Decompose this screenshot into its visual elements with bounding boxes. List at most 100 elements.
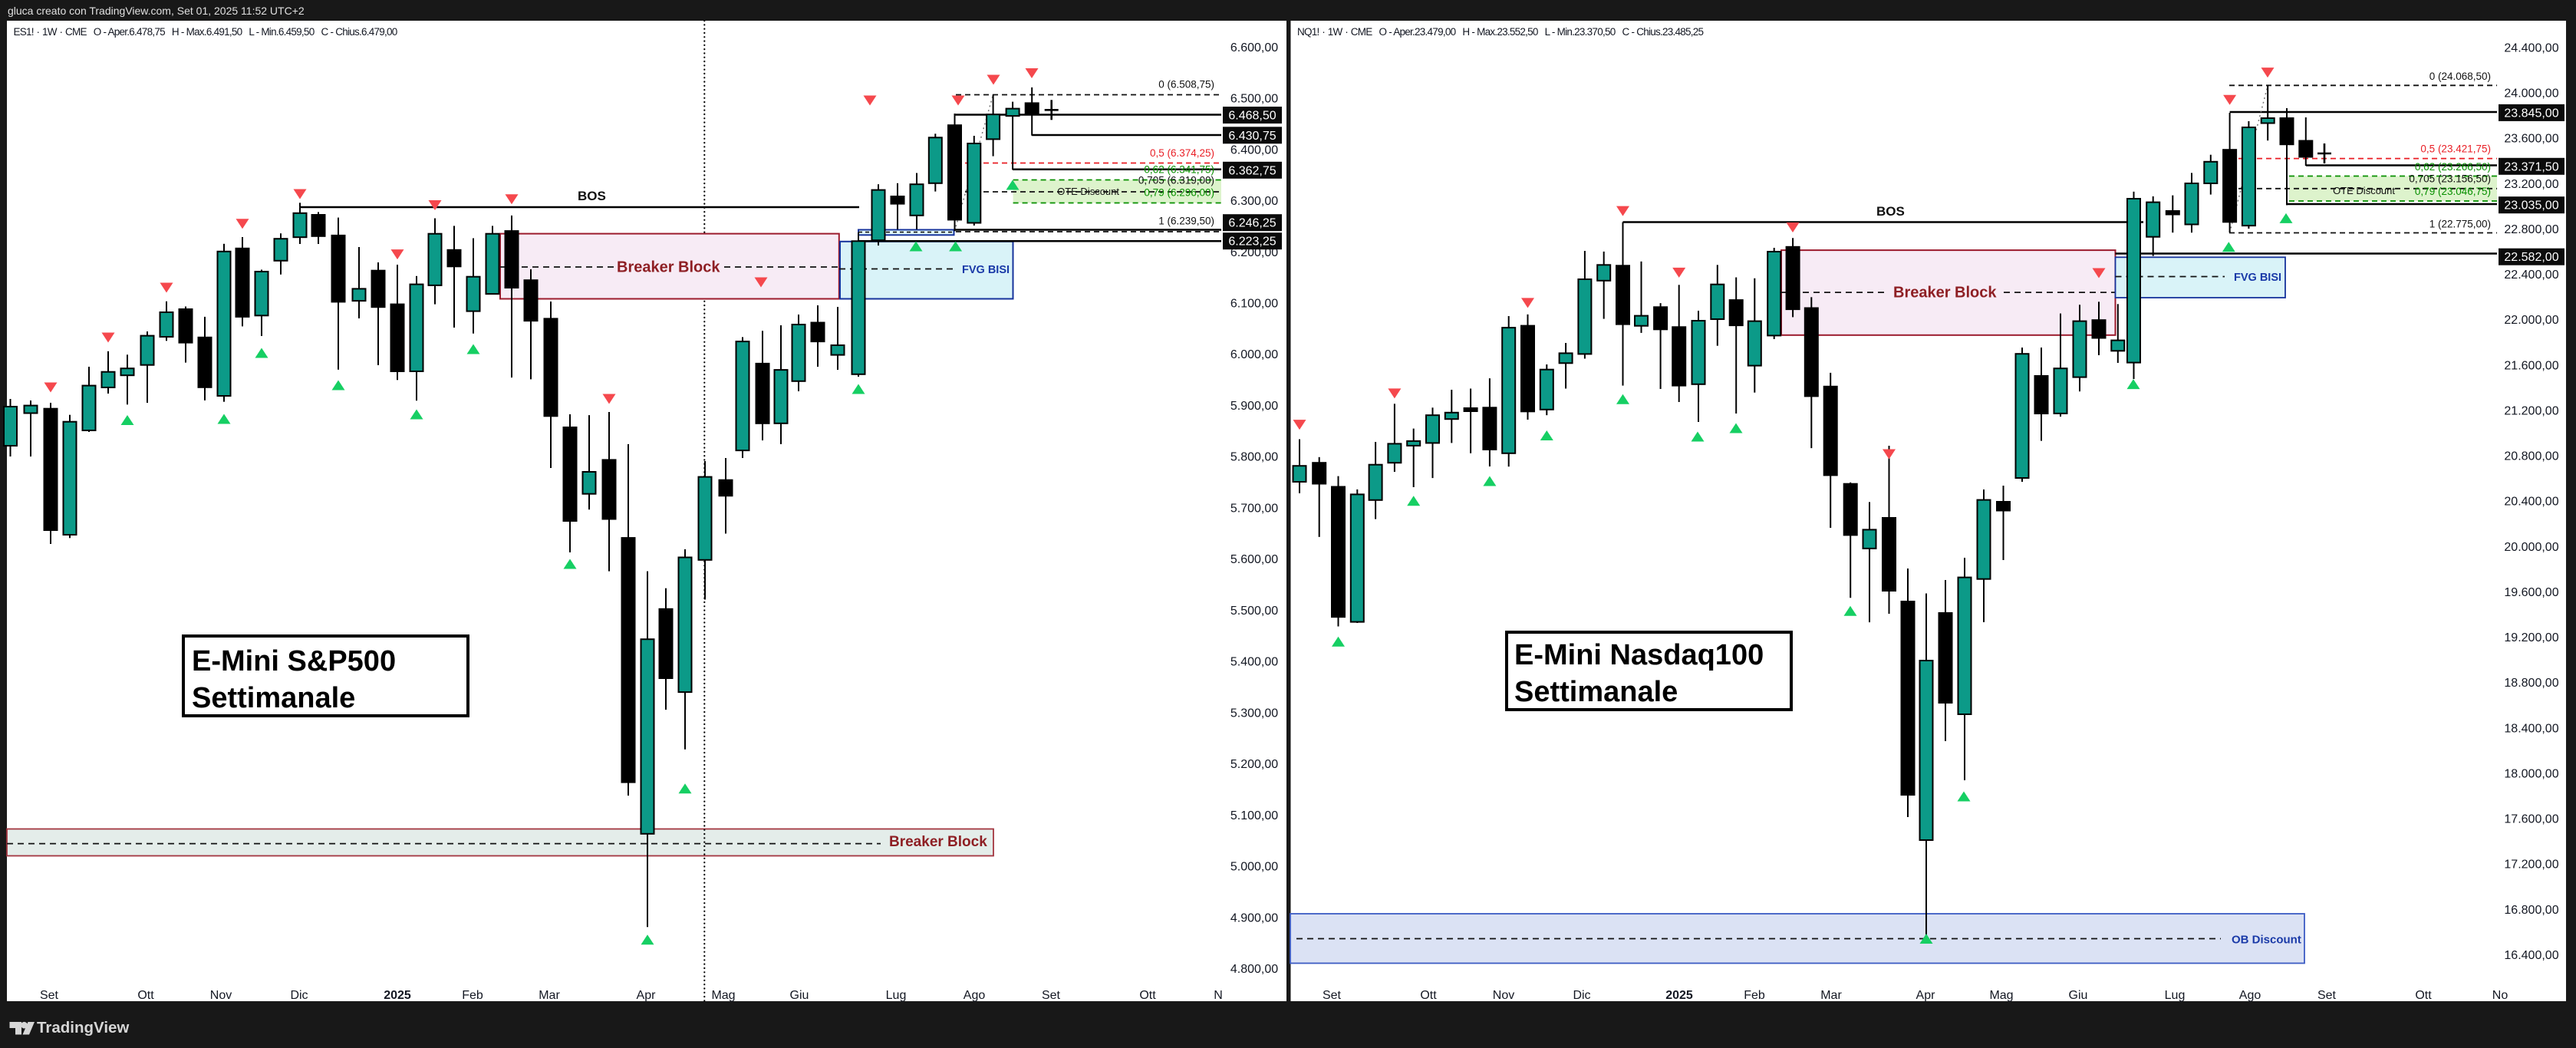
svg-text:E-Mini Nasdaq100: E-Mini Nasdaq100 bbox=[1514, 639, 1764, 671]
svg-text:2025: 2025 bbox=[384, 989, 411, 1002]
svg-text:ES1! · 1W · CME O - Aper.6.47: ES1! · 1W · CME O - Aper.6.478,75 H - Ma… bbox=[14, 26, 397, 38]
svg-text:5.800,00: 5.800,00 bbox=[1230, 451, 1278, 464]
svg-text:NQ1! · 1W · CME O - Aper.23.4: NQ1! · 1W · CME O - Aper.23.479,00 H - M… bbox=[1297, 26, 1704, 38]
svg-text:Mag: Mag bbox=[1989, 989, 2013, 1002]
svg-text:Ago: Ago bbox=[2239, 989, 2261, 1002]
svg-text:0,5 (6.374,25): 0,5 (6.374,25) bbox=[1150, 147, 1214, 159]
svg-text:0 (6.508,75): 0 (6.508,75) bbox=[1158, 79, 1214, 91]
svg-text:E-Mini S&P500: E-Mini S&P500 bbox=[192, 645, 396, 677]
svg-text:5.700,00: 5.700,00 bbox=[1230, 503, 1278, 516]
svg-text:2025: 2025 bbox=[1665, 989, 1693, 1002]
svg-text:0 (24.068,50): 0 (24.068,50) bbox=[2429, 71, 2491, 82]
svg-text:18.800,00: 18.800,00 bbox=[2504, 677, 2558, 690]
svg-text:FVG BISI: FVG BISI bbox=[2234, 272, 2281, 284]
svg-text:Breaker Block: Breaker Block bbox=[1893, 285, 1997, 302]
svg-text:19.600,00: 19.600,00 bbox=[2504, 586, 2558, 599]
svg-text:5.100,00: 5.100,00 bbox=[1230, 809, 1278, 822]
svg-text:Set: Set bbox=[40, 989, 59, 1002]
svg-text:Ott: Ott bbox=[2415, 989, 2432, 1002]
svg-text:6.600,00: 6.600,00 bbox=[1230, 41, 1278, 54]
svg-text:OTE Discount: OTE Discount bbox=[1057, 186, 1119, 197]
svg-text:Settimanale: Settimanale bbox=[192, 682, 355, 714]
svg-text:20.000,00: 20.000,00 bbox=[2504, 541, 2558, 554]
svg-text:5.300,00: 5.300,00 bbox=[1230, 707, 1278, 720]
svg-text:Giu: Giu bbox=[790, 989, 809, 1002]
svg-text:Set: Set bbox=[2317, 989, 2337, 1002]
svg-text:OTE Discount: OTE Discount bbox=[2333, 185, 2395, 196]
svg-text:Ott: Ott bbox=[137, 989, 154, 1002]
svg-text:20.400,00: 20.400,00 bbox=[2504, 496, 2558, 509]
svg-text:Feb: Feb bbox=[462, 989, 483, 1002]
svg-text:Dic: Dic bbox=[290, 989, 308, 1002]
svg-text:N: N bbox=[1214, 989, 1223, 1002]
svg-text:17.200,00: 17.200,00 bbox=[2504, 859, 2558, 872]
svg-text:Giu: Giu bbox=[2069, 989, 2088, 1002]
svg-text:Mar: Mar bbox=[1820, 989, 1842, 1002]
svg-text:FVG BISI: FVG BISI bbox=[962, 264, 1010, 276]
svg-text:0,62 (23.266,50): 0,62 (23.266,50) bbox=[2415, 161, 2491, 173]
svg-text:23.845,00: 23.845,00 bbox=[2504, 107, 2558, 120]
svg-text:20.800,00: 20.800,00 bbox=[2504, 450, 2558, 463]
svg-text:19.200,00: 19.200,00 bbox=[2504, 631, 2558, 644]
svg-text:1 (22.775,00): 1 (22.775,00) bbox=[2429, 219, 2491, 230]
svg-text:BOS: BOS bbox=[1876, 204, 1905, 219]
svg-text:Breaker Block: Breaker Block bbox=[889, 834, 987, 850]
svg-text:Ott: Ott bbox=[1420, 989, 1437, 1002]
svg-text:1 (6.239,50): 1 (6.239,50) bbox=[1158, 216, 1214, 227]
svg-text:6.223,25: 6.223,25 bbox=[1228, 236, 1276, 249]
svg-text:22.582,00: 22.582,00 bbox=[2504, 251, 2558, 264]
svg-text:21.600,00: 21.600,00 bbox=[2504, 359, 2558, 372]
svg-text:23.035,00: 23.035,00 bbox=[2504, 199, 2558, 213]
svg-text:5.900,00: 5.900,00 bbox=[1230, 400, 1278, 413]
svg-text:0,79 (23.046,75): 0,79 (23.046,75) bbox=[2415, 186, 2491, 197]
svg-text:6.430,75: 6.430,75 bbox=[1228, 130, 1276, 143]
svg-text:5.200,00: 5.200,00 bbox=[1230, 758, 1278, 771]
svg-text:23.371,50: 23.371,50 bbox=[2504, 160, 2558, 173]
svg-text:0,705 (6.319,00): 0,705 (6.319,00) bbox=[1138, 175, 1214, 186]
svg-text:gluca creato con TradingView.c: gluca creato con TradingView.com, Set 01… bbox=[8, 5, 305, 17]
svg-text:6.000,00: 6.000,00 bbox=[1230, 348, 1278, 361]
svg-text:16.400,00: 16.400,00 bbox=[2504, 949, 2558, 962]
svg-text:5.500,00: 5.500,00 bbox=[1230, 605, 1278, 618]
svg-text:23.600,00: 23.600,00 bbox=[2504, 133, 2558, 146]
svg-text:Ott: Ott bbox=[1139, 989, 1156, 1002]
svg-text:Apr: Apr bbox=[637, 989, 657, 1002]
svg-text:Nov: Nov bbox=[1493, 989, 1514, 1002]
svg-text:5.400,00: 5.400,00 bbox=[1230, 656, 1278, 669]
svg-text:Breaker Block: Breaker Block bbox=[617, 259, 720, 276]
svg-text:17.600,00: 17.600,00 bbox=[2504, 813, 2558, 826]
svg-text:6.246,25: 6.246,25 bbox=[1228, 217, 1276, 230]
svg-text:BOS: BOS bbox=[578, 189, 606, 203]
svg-text:0,705 (23.156,50): 0,705 (23.156,50) bbox=[2409, 173, 2491, 185]
svg-text:23.200,00: 23.200,00 bbox=[2504, 178, 2558, 191]
svg-text:5.600,00: 5.600,00 bbox=[1230, 553, 1278, 566]
svg-text:6.400,00: 6.400,00 bbox=[1230, 143, 1278, 157]
svg-text:Nov: Nov bbox=[210, 989, 232, 1002]
svg-text:0,62 (6.341,75): 0,62 (6.341,75) bbox=[1144, 164, 1214, 176]
svg-text:Ago: Ago bbox=[964, 989, 986, 1002]
svg-text:Lug: Lug bbox=[886, 989, 907, 1002]
svg-text:22.400,00: 22.400,00 bbox=[2504, 269, 2558, 282]
svg-text:18.400,00: 18.400,00 bbox=[2504, 722, 2558, 735]
svg-text:4.800,00: 4.800,00 bbox=[1230, 963, 1278, 976]
svg-text:Mag: Mag bbox=[711, 989, 735, 1002]
svg-text:Dic: Dic bbox=[1573, 989, 1590, 1002]
svg-text:4.900,00: 4.900,00 bbox=[1230, 911, 1278, 924]
svg-text:24.000,00: 24.000,00 bbox=[2504, 87, 2558, 101]
svg-text:24.400,00: 24.400,00 bbox=[2504, 42, 2558, 55]
svg-text:Settimanale: Settimanale bbox=[1514, 676, 1678, 708]
svg-text:6.500,00: 6.500,00 bbox=[1230, 93, 1278, 106]
svg-text:Set: Set bbox=[1042, 989, 1061, 1002]
svg-text:6.362,75: 6.362,75 bbox=[1228, 164, 1276, 177]
svg-text:TradingView: TradingView bbox=[37, 1019, 129, 1036]
svg-text:21.200,00: 21.200,00 bbox=[2504, 405, 2558, 418]
svg-text:6.468,50: 6.468,50 bbox=[1228, 110, 1276, 123]
svg-text:6.100,00: 6.100,00 bbox=[1230, 298, 1278, 311]
svg-text:18.000,00: 18.000,00 bbox=[2504, 767, 2558, 780]
svg-text:No: No bbox=[2492, 989, 2508, 1002]
svg-text:5.000,00: 5.000,00 bbox=[1230, 861, 1278, 874]
svg-text:16.800,00: 16.800,00 bbox=[2504, 904, 2558, 917]
svg-text:Set: Set bbox=[1323, 989, 1342, 1002]
svg-text:Apr: Apr bbox=[1916, 989, 1936, 1002]
svg-text:0,5 (23.421,75): 0,5 (23.421,75) bbox=[2420, 143, 2491, 155]
